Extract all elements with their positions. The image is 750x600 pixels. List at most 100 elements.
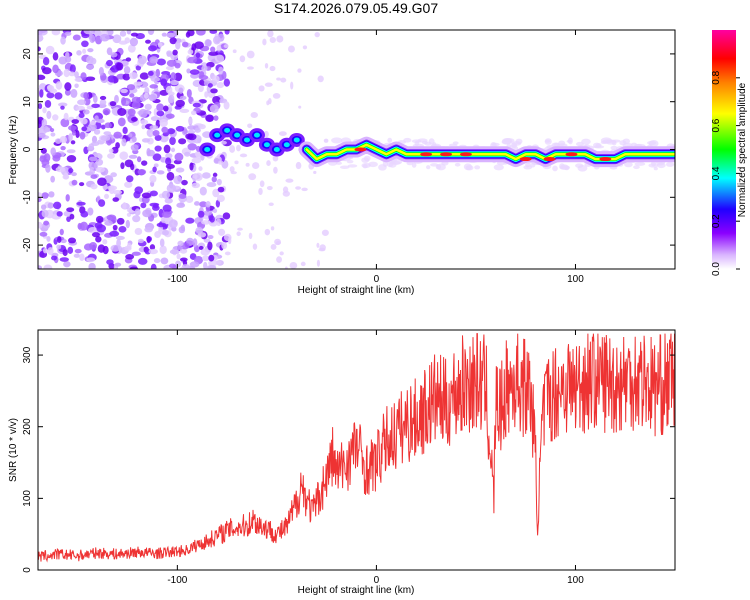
spectrogram-speckle xyxy=(611,140,617,146)
spectrogram-speckle xyxy=(87,48,94,53)
spectrogram-speckle xyxy=(282,186,289,194)
spectrogram-speckle xyxy=(122,202,127,210)
spectrogram-speckle xyxy=(185,217,195,224)
spectrogram-speckle xyxy=(239,55,246,63)
spectrogram-speckle xyxy=(90,174,98,179)
spectrogram-speckle xyxy=(237,227,243,231)
spectrogram-speckle xyxy=(119,151,129,161)
spectrogram-speckle xyxy=(217,160,224,165)
y-tick-label: 0 xyxy=(22,146,33,152)
spectrogram-speckle xyxy=(119,30,127,37)
spectrogram-speckle xyxy=(493,164,504,171)
spectrogram-speckle xyxy=(575,163,584,168)
spectrogram-speckle xyxy=(149,190,158,197)
spectrogram-speckle xyxy=(269,65,276,72)
spectrogram-speckle xyxy=(269,37,277,43)
spectrogram-speckle xyxy=(129,37,138,47)
spectrogram-speckle xyxy=(149,56,159,64)
spectrogram-speckle xyxy=(452,141,459,145)
spectrogram-speckle xyxy=(122,73,131,81)
spectrogram-speckle xyxy=(120,162,125,170)
spectrogram-speckle xyxy=(80,210,89,218)
spectrogram-speckle xyxy=(42,247,48,254)
spectrogram-speckle xyxy=(295,186,302,190)
spectrogram-speckle xyxy=(110,172,117,178)
spectrogram-speckle xyxy=(347,164,358,168)
spectrogram-speckle xyxy=(152,166,157,173)
spectrogram-speckle xyxy=(166,59,177,67)
ridge-blob xyxy=(234,132,241,138)
spectrogram-speckle xyxy=(125,57,132,62)
spectrogram-speckle xyxy=(125,219,130,229)
spectrogram-speckle xyxy=(274,238,281,246)
spectrogram-speckle xyxy=(276,256,282,263)
spectrogram-speckle xyxy=(187,49,194,55)
spectrogram-speckle xyxy=(465,165,474,171)
spectrogram-speckle xyxy=(141,138,151,143)
spectrogram-speckle xyxy=(198,124,206,130)
spectrogram-speckle xyxy=(173,72,183,82)
spectrogram-speckle xyxy=(50,132,56,137)
spectrogram-speckle xyxy=(252,162,260,169)
spectrogram-speckle xyxy=(161,32,167,37)
spectrogram-speckle xyxy=(168,219,178,229)
spectrogram-speckle xyxy=(43,126,49,133)
spectrogram-speckle xyxy=(127,44,136,53)
spectrogram-speckle xyxy=(173,175,182,185)
spectrogram-speckle xyxy=(82,48,87,54)
spectrogram-speckle xyxy=(114,94,119,104)
spectrogram-speckle xyxy=(155,68,161,78)
snr-frame xyxy=(37,329,676,571)
spectrogram-speckle xyxy=(116,62,124,71)
spectrogram-speckle xyxy=(81,126,88,132)
spectrogram-speckle xyxy=(229,145,236,153)
spectrogram-speckle xyxy=(107,153,115,159)
spectrogram-speckle xyxy=(128,72,138,80)
spectrogram-speckle xyxy=(85,76,96,81)
spectrogram-speckle xyxy=(187,143,197,151)
spectrogram-speckle xyxy=(199,201,208,208)
spectrogram-speckle xyxy=(313,170,317,174)
spectrogram-speckle xyxy=(207,241,213,251)
spectrogram-speckle xyxy=(118,40,128,45)
spectrogram-speckle xyxy=(62,249,68,257)
spectrogram-speckle xyxy=(178,226,186,234)
spectrogram-speckle xyxy=(248,173,257,181)
spectrogram-speckle xyxy=(127,108,136,117)
spectrogram-speckle xyxy=(148,45,157,52)
spectrogram-speckle xyxy=(60,105,65,110)
spectrogram-speckle xyxy=(214,54,225,63)
spectrogram-speckle xyxy=(131,101,141,110)
spectrogram-speckle xyxy=(77,99,87,106)
spectrogram-speckle xyxy=(74,71,79,79)
spectrogram-speckle xyxy=(95,158,104,166)
spectrogram-speckle xyxy=(50,147,56,156)
spectrogram-speckle xyxy=(74,248,82,254)
spectrogram-speckle xyxy=(201,220,211,225)
spectrogram-speckle xyxy=(314,31,320,38)
spectrogram-speckle xyxy=(212,188,220,198)
spectrogram-speckle xyxy=(454,162,461,167)
spectrogram-speckle xyxy=(634,161,646,166)
spectrogram-speckle xyxy=(46,235,51,242)
spectrogram-speckle xyxy=(289,262,298,269)
spectrogram-speckle xyxy=(89,166,96,176)
spectrogram-speckle xyxy=(83,30,94,35)
spectrogram-speckle xyxy=(147,70,154,76)
spectrogram-speckle xyxy=(131,136,137,143)
spectrogram-speckle xyxy=(129,266,139,269)
spectrogram-speckle xyxy=(258,85,265,92)
spectrogram-speckle xyxy=(99,33,110,42)
spectrogram-speckle xyxy=(123,66,131,75)
spectrogram-speckle xyxy=(368,161,378,168)
spectrogram-speckle xyxy=(162,229,169,236)
spectrogram-speckle xyxy=(191,182,200,189)
spectrogram-speckle xyxy=(131,251,141,256)
spectrogram-speckle xyxy=(149,125,159,130)
spectrogram-speckle xyxy=(204,91,209,98)
spectrogram-speckle xyxy=(146,147,151,157)
spectrogram-speckle xyxy=(137,257,148,265)
spectrogram-speckle xyxy=(106,47,113,56)
spectrogram-speckle xyxy=(80,118,88,125)
